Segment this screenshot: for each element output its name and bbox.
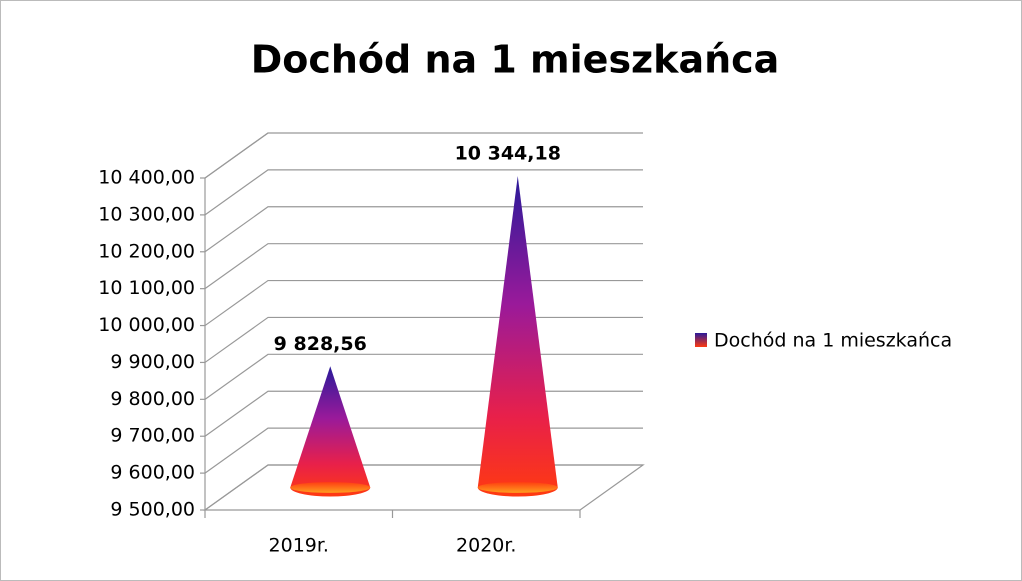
y-tick-label: 9 800,00 [110,388,195,410]
y-tick-label: 9 900,00 [110,351,195,373]
legend-swatch [695,333,707,347]
y-tick-label: 10 200,00 [98,240,195,262]
data-label: 9 828,56 [274,333,367,355]
y-tick-label: 10 100,00 [98,277,195,299]
legend-label: Dochód na 1 mieszkańca [714,330,952,352]
grid-line [204,169,643,216]
y-tick-label: 9 600,00 [110,462,195,484]
chart-title: Dochód na 1 mieszkańca [251,38,780,82]
y-tick-label: 9 700,00 [110,425,195,447]
cone [290,366,371,497]
x-tick-label: 2020r. [456,535,516,557]
grid-line [204,132,643,179]
data-label: 10 344,18 [455,143,561,165]
y-tick-label: 10 400,00 [98,167,195,189]
cone-base [290,482,371,493]
x-tick-label: 2019r. [269,535,329,557]
y-tick-label: 10 000,00 [98,314,195,336]
y-tick-label: 10 300,00 [98,203,195,225]
cone [477,176,558,497]
y-tick-label: 9 500,00 [110,499,195,521]
cone-base [477,482,558,493]
